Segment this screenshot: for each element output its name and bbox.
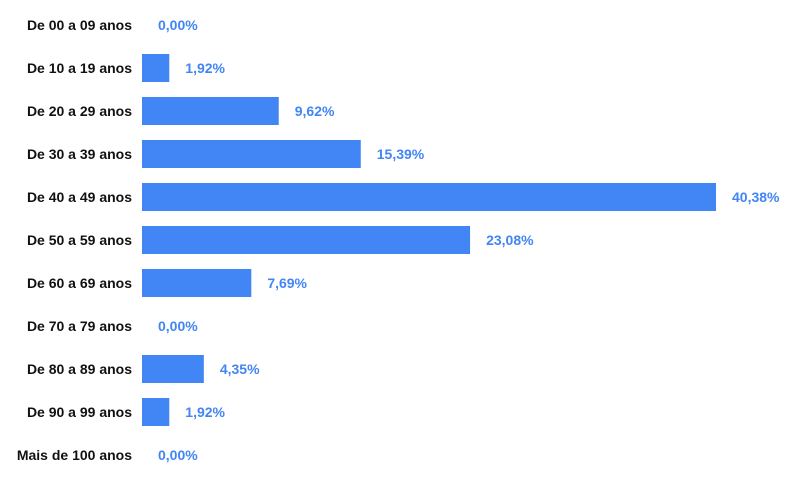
bar[interactable]	[142, 54, 170, 82]
bar[interactable]	[142, 140, 361, 168]
data-label: 40,38%	[732, 189, 780, 205]
data-label: 4,35%	[220, 361, 260, 377]
category-label: De 20 a 29 anos	[27, 103, 132, 119]
bar[interactable]	[142, 355, 204, 383]
category-label: De 70 a 79 anos	[27, 318, 132, 334]
bar[interactable]	[142, 97, 279, 125]
data-label: 0,00%	[158, 447, 198, 463]
data-label: 9,62%	[295, 103, 335, 119]
category-label: De 50 a 59 anos	[27, 232, 132, 248]
category-label: De 40 a 49 anos	[27, 189, 132, 205]
data-label: 15,39%	[377, 146, 425, 162]
data-label: 7,69%	[267, 275, 307, 291]
data-label: 0,00%	[158, 17, 198, 33]
bar[interactable]	[142, 226, 471, 254]
category-label: Mais de 100 anos	[17, 447, 132, 463]
category-label: De 90 a 99 anos	[27, 404, 132, 420]
data-label: 1,92%	[185, 404, 225, 420]
data-label: 1,92%	[185, 60, 225, 76]
category-label: De 10 a 19 anos	[27, 60, 132, 76]
bar[interactable]	[142, 269, 252, 297]
category-label: De 30 a 39 anos	[27, 146, 132, 162]
data-label: 23,08%	[486, 232, 534, 248]
category-label: De 80 a 89 anos	[27, 361, 132, 377]
data-label: 0,00%	[158, 318, 198, 334]
category-label: De 00 a 09 anos	[27, 17, 132, 33]
category-label: De 60 a 69 anos	[27, 275, 132, 291]
bar[interactable]	[142, 398, 170, 426]
bar[interactable]	[142, 183, 716, 211]
